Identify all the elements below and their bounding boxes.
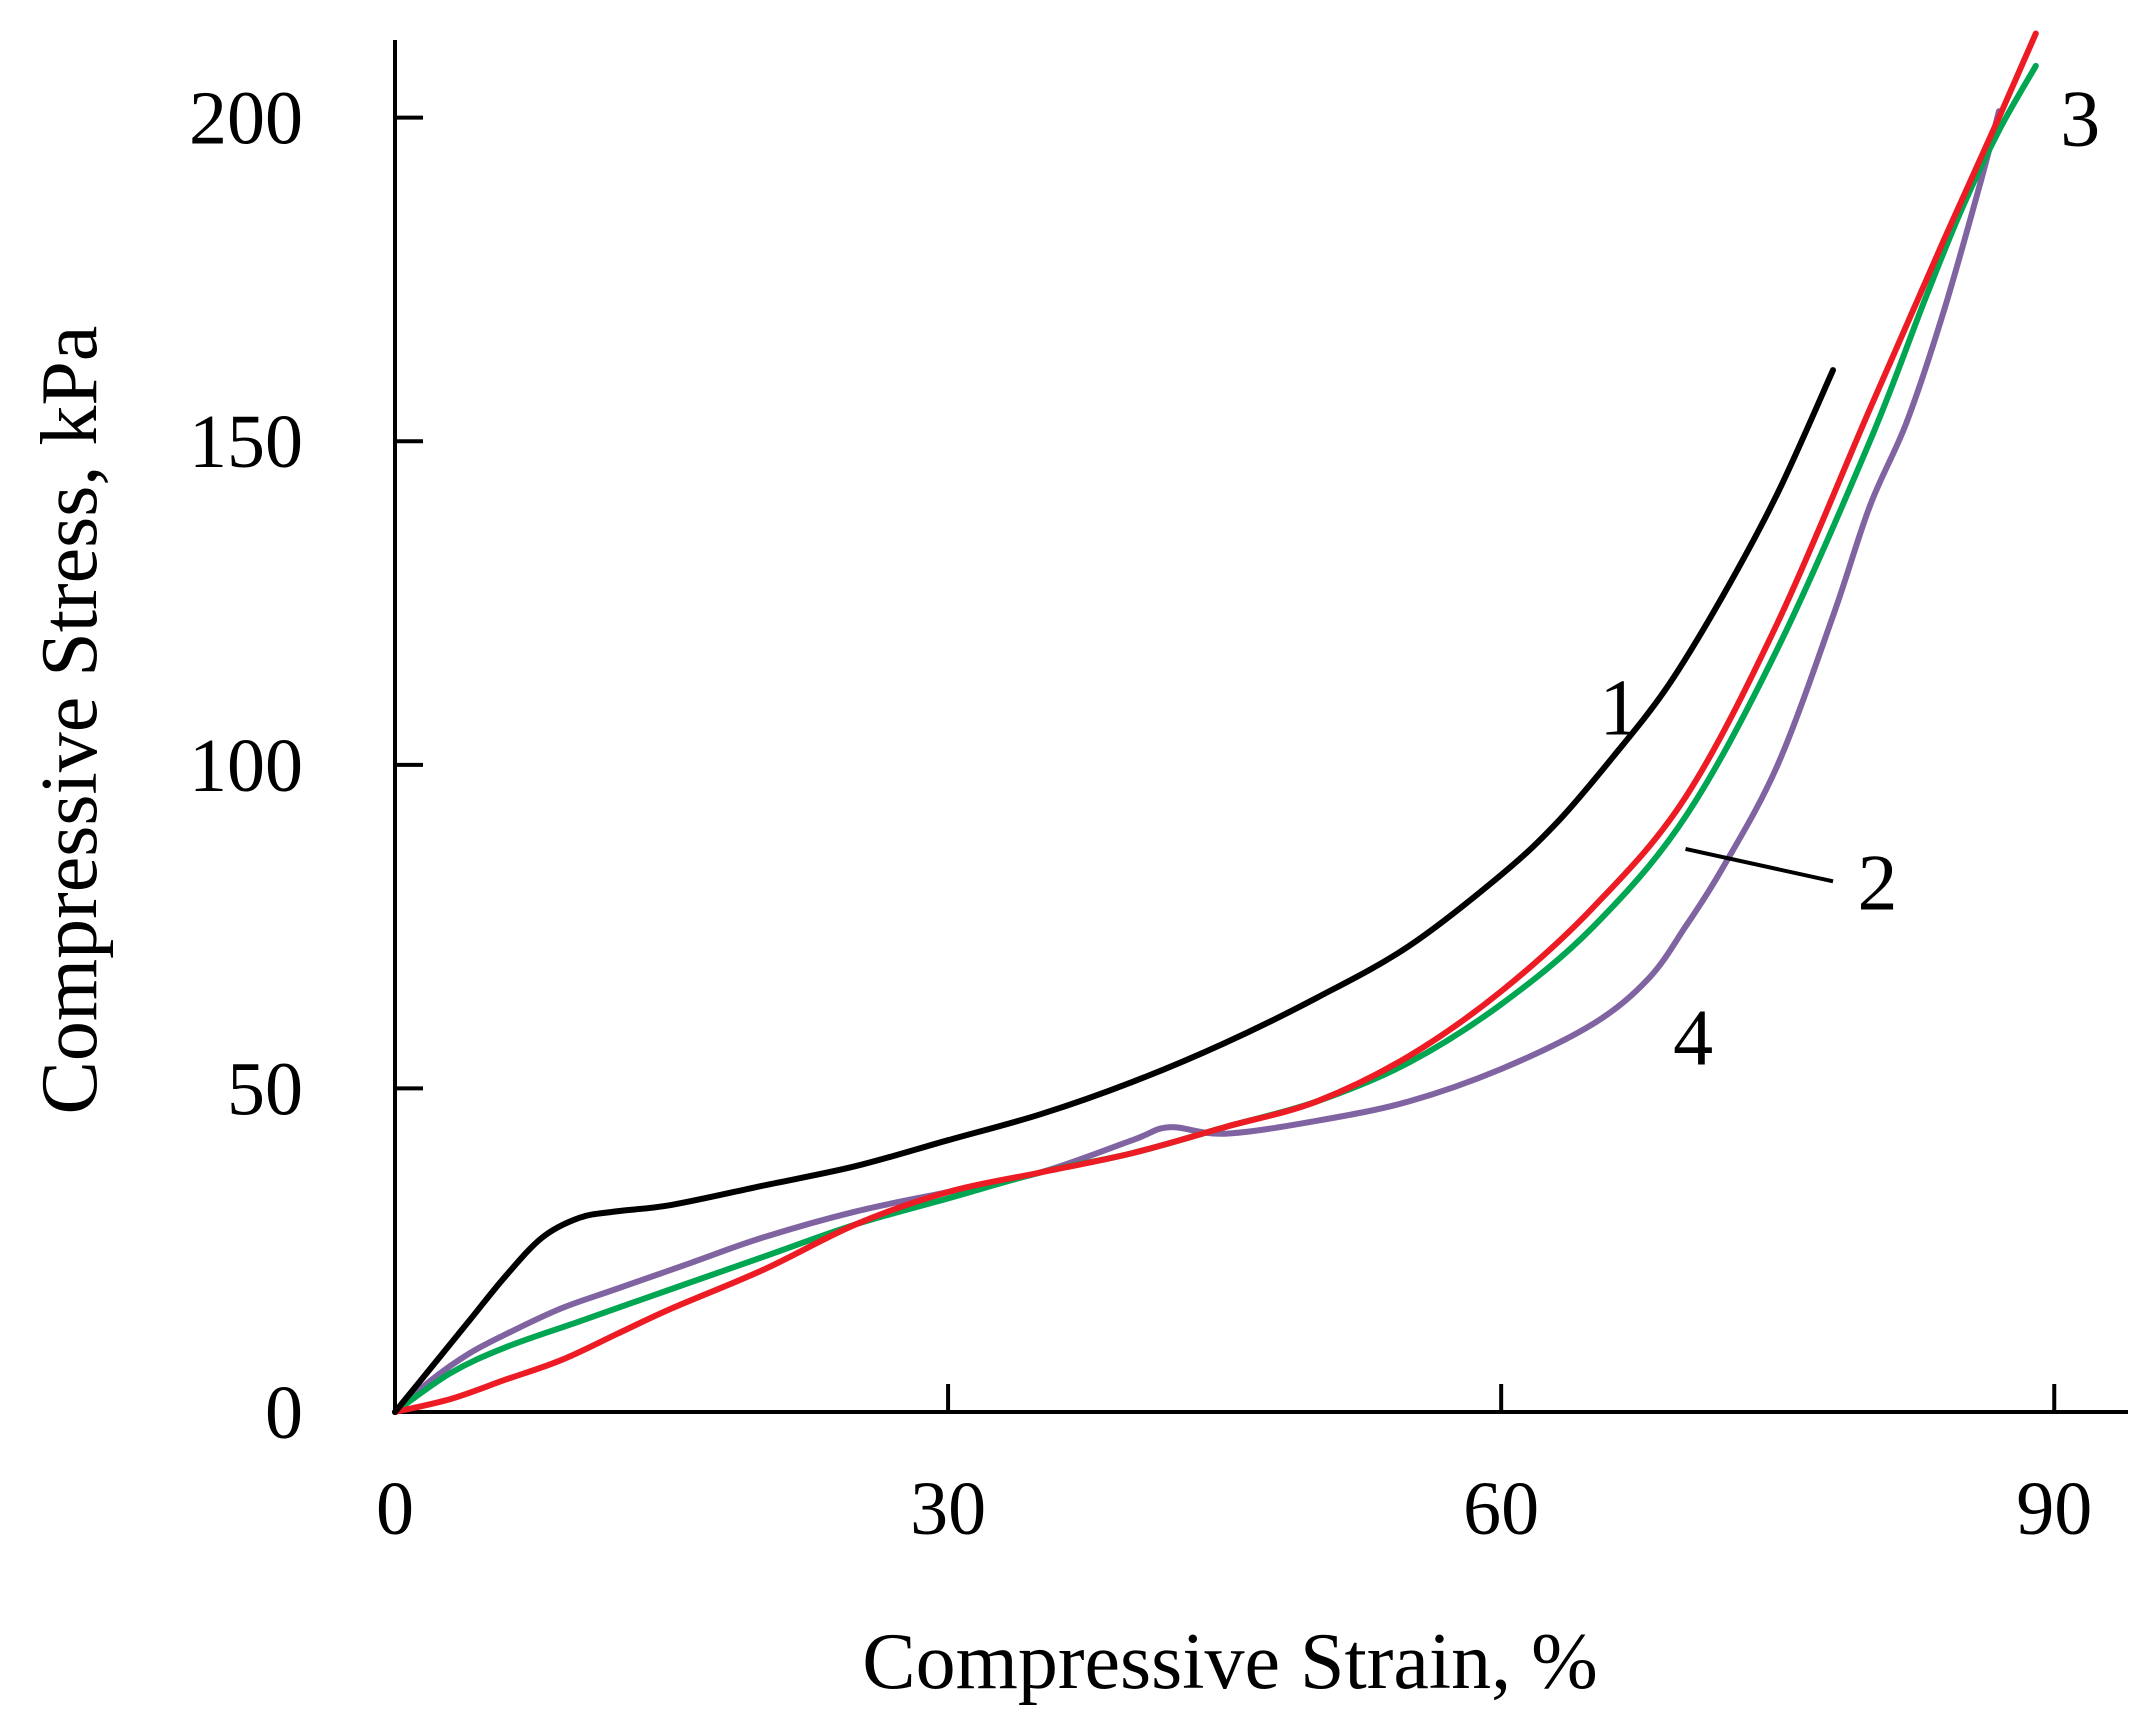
series-line-4 [392, 108, 2002, 1415]
curve-label-1: 1 [1599, 665, 1639, 753]
y-tick-label: 200 [189, 77, 303, 161]
curve-label-leader-2 [1685, 847, 1834, 884]
x-tick-label: 90 [2016, 1467, 2092, 1551]
x-tick-label: 60 [1463, 1467, 1539, 1551]
series-layer [392, 30, 2039, 1415]
curve-label-3: 3 [2060, 76, 2100, 164]
curve-label-2: 2 [1857, 839, 1897, 927]
series-line-3 [392, 30, 2039, 1415]
x-tick-label: 30 [910, 1467, 986, 1551]
annotations: 1 2 3 4 [1599, 76, 2100, 1083]
y-tick-label: 50 [227, 1047, 303, 1131]
x-tick-label: 0 [376, 1467, 414, 1551]
curve-label-4: 4 [1673, 995, 1713, 1083]
x-axis-title: Compressive Strain, % [862, 1618, 1597, 1706]
ticks: 0 30 60 90 0 50 100 150 200 [189, 77, 2092, 1551]
y-tick-label: 100 [189, 724, 303, 808]
axes [393, 40, 2128, 1414]
y-tick-label: 150 [189, 400, 303, 484]
y-tick-label: 0 [265, 1371, 303, 1455]
series-line-1 [392, 367, 1836, 1415]
y-axis-title: Compressive Stress, kPa [26, 326, 114, 1115]
